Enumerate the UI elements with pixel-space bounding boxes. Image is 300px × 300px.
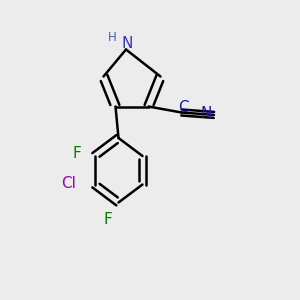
Text: N: N <box>122 36 133 51</box>
Text: H: H <box>108 31 117 44</box>
Text: C: C <box>178 100 188 116</box>
Text: F: F <box>103 212 112 227</box>
Text: N: N <box>201 106 212 121</box>
Text: Cl: Cl <box>61 176 76 190</box>
Text: F: F <box>72 146 81 160</box>
